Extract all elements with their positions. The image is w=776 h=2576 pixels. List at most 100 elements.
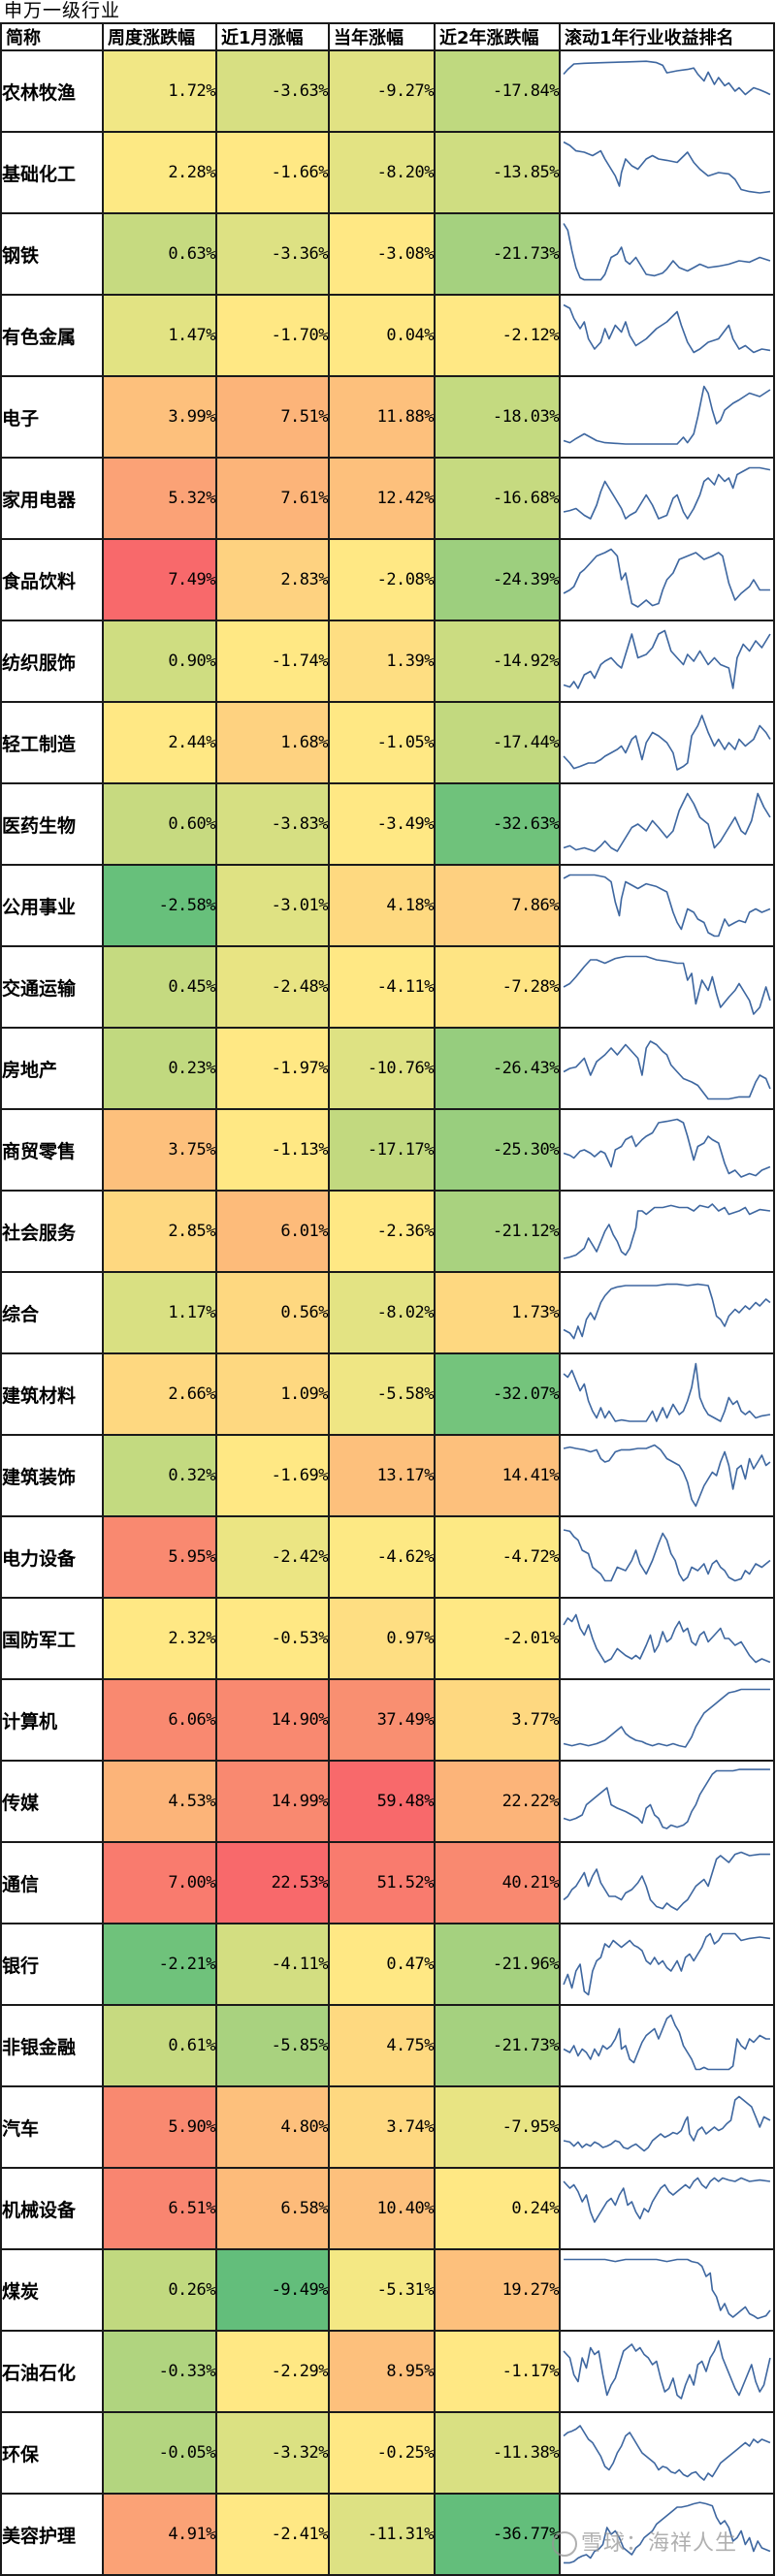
ytd-change-cell: 11.88%	[328, 375, 436, 459]
two-year-change-cell: 7.86%	[434, 864, 561, 947]
table-row: 机械设备 6.51% 6.58% 10.40% 0.24%	[0, 2167, 775, 2250]
weekly-change-cell: 0.60%	[102, 782, 217, 866]
sparkline-line	[563, 792, 771, 852]
ytd-change-cell: 1.39%	[328, 620, 436, 703]
table-row: 国防军工 2.32% -0.53% 0.97% -2.01%	[0, 1597, 775, 1680]
one-month-change-cell: 14.99%	[215, 1760, 330, 1843]
one-month-change-cell: -2.29%	[215, 2330, 330, 2413]
rolling-rank-sparkline	[559, 1027, 775, 1110]
one-month-change-cell: 4.80%	[215, 2085, 330, 2169]
table-row: 石油石化 -0.33% -2.29% 8.95% -1.17%	[0, 2330, 775, 2413]
header-ytd: 当年涨幅	[328, 22, 436, 51]
sparkline-line	[563, 303, 771, 354]
weekly-change-cell: -2.58%	[102, 864, 217, 947]
two-year-change-cell: -21.96%	[434, 1923, 561, 2006]
rolling-rank-sparkline	[559, 864, 775, 947]
ytd-change-cell: -11.31%	[328, 2493, 436, 2576]
sparkline-line	[563, 955, 771, 1015]
one-month-change-cell: -3.01%	[215, 864, 330, 947]
one-month-change-cell: -2.42%	[215, 1515, 330, 1599]
one-month-change-cell: -5.85%	[215, 2004, 330, 2087]
industry-name: 商贸零售	[0, 1108, 104, 1192]
header-weekly: 周度涨跌幅	[102, 22, 217, 51]
industry-name: 石油石化	[0, 2330, 104, 2413]
sparkline-chart	[564, 2258, 771, 2320]
two-year-change-cell: -21.73%	[434, 212, 561, 296]
one-month-change-cell: 6.01%	[215, 1190, 330, 1273]
two-year-change-cell: -17.44%	[434, 701, 561, 784]
rolling-rank-sparkline	[559, 2330, 775, 2413]
ytd-change-cell: -5.31%	[328, 2248, 436, 2332]
one-month-change-cell: 14.90%	[215, 1678, 330, 1762]
rolling-rank-sparkline	[559, 2493, 775, 2576]
one-month-change-cell: -3.83%	[215, 782, 330, 866]
industry-name: 煤炭	[0, 2248, 104, 2332]
one-month-change-cell: 1.68%	[215, 701, 330, 784]
weekly-change-cell: 2.66%	[102, 1352, 217, 1436]
two-year-change-cell: -1.17%	[434, 2330, 561, 2413]
industry-name: 纺织服饰	[0, 620, 104, 703]
rolling-rank-sparkline	[559, 2004, 775, 2087]
sparkline-chart	[563, 874, 771, 938]
ytd-change-cell: 0.47%	[328, 1923, 436, 2006]
industry-name: 基础化工	[0, 131, 104, 214]
rolling-rank-sparkline	[559, 212, 775, 296]
one-month-change-cell: -2.41%	[215, 2493, 330, 2576]
one-month-change-cell: -1.70%	[215, 294, 330, 377]
one-month-change-cell: 1.09%	[215, 1352, 330, 1436]
sparkline-chart	[563, 1688, 770, 1748]
sparkline-line	[563, 1529, 771, 1582]
table-row: 建筑材料 2.66% 1.09% -5.58% -32.07%	[0, 1352, 775, 1436]
table-row: 有色金属 1.47% -1.70% 0.04% -2.12%	[0, 294, 775, 377]
sparkline-chart	[563, 548, 770, 608]
ytd-change-cell: 4.18%	[328, 864, 436, 947]
ytd-change-cell: -3.49%	[328, 782, 436, 866]
weekly-change-cell: 1.47%	[102, 294, 217, 377]
ytd-change-cell: -1.05%	[328, 701, 436, 784]
ytd-change-cell: 8.95%	[328, 2330, 436, 2413]
table-body: 农林牧渔 1.72% -3.63% -9.27% -17.84% 基础化工 2.28% -1.…	[0, 49, 775, 2576]
rolling-rank-sparkline	[559, 620, 775, 703]
table-row: 环保 -0.05% -3.32% -0.25% -11.38%	[0, 2411, 775, 2495]
one-month-change-cell: 0.56%	[215, 1271, 330, 1354]
industry-name: 社会服务	[0, 1190, 104, 1273]
sparkline-chart	[563, 60, 771, 96]
rolling-rank-sparkline	[559, 1841, 775, 1924]
rolling-rank-sparkline	[559, 294, 775, 377]
two-year-change-cell: 22.22%	[434, 1760, 561, 1843]
sparkline-line	[563, 1362, 771, 1422]
sparkline-line	[563, 2014, 770, 2071]
ytd-change-cell: 13.17%	[328, 1434, 436, 1517]
table-row: 综合 1.17% 0.56% -8.02% 1.73%	[0, 1271, 775, 1354]
sparkline-line	[563, 1040, 771, 1100]
industry-name: 非银金融	[0, 2004, 104, 2087]
one-month-change-cell: -3.32%	[215, 2411, 330, 2495]
table-row: 农林牧渔 1.72% -3.63% -9.27% -17.84%	[0, 49, 775, 133]
sparkline-line	[563, 141, 771, 194]
rolling-rank-sparkline	[559, 457, 775, 540]
one-month-change-cell: -0.53%	[215, 1597, 330, 1680]
one-month-change-cell: -1.74%	[215, 620, 330, 703]
table-row: 交通运输 0.45% -2.48% -4.11% -7.28%	[0, 945, 775, 1029]
ytd-change-cell: -9.27%	[328, 49, 436, 133]
weekly-change-cell: 5.32%	[102, 457, 217, 540]
weekly-change-cell: 4.91%	[102, 2493, 217, 2576]
sparkline-line	[563, 874, 771, 938]
two-year-change-cell: -25.30%	[434, 1108, 561, 1192]
industry-name: 家用电器	[0, 457, 104, 540]
sparkline-chart	[563, 2095, 771, 2152]
industry-name: 房地产	[0, 1027, 104, 1110]
ytd-change-cell: -4.62%	[328, 1515, 436, 1599]
sparkline-chart	[563, 629, 771, 689]
rolling-rank-sparkline	[559, 1760, 775, 1843]
industry-name: 计算机	[0, 1678, 104, 1762]
one-month-change-cell: 2.83%	[215, 538, 330, 621]
table-row: 基础化工 2.28% -1.66% -8.20% -13.85%	[0, 131, 775, 214]
sparkline-line	[563, 466, 771, 520]
table-row: 商贸零售 3.75% -1.13% -17.17% -25.30%	[0, 1108, 775, 1192]
two-year-change-cell: 3.77%	[434, 1678, 561, 1762]
ytd-change-cell: 0.04%	[328, 294, 436, 377]
two-year-change-cell: -11.38%	[434, 2411, 561, 2495]
two-year-change-cell: -2.12%	[434, 294, 561, 377]
weekly-change-cell: 6.51%	[102, 2167, 217, 2250]
